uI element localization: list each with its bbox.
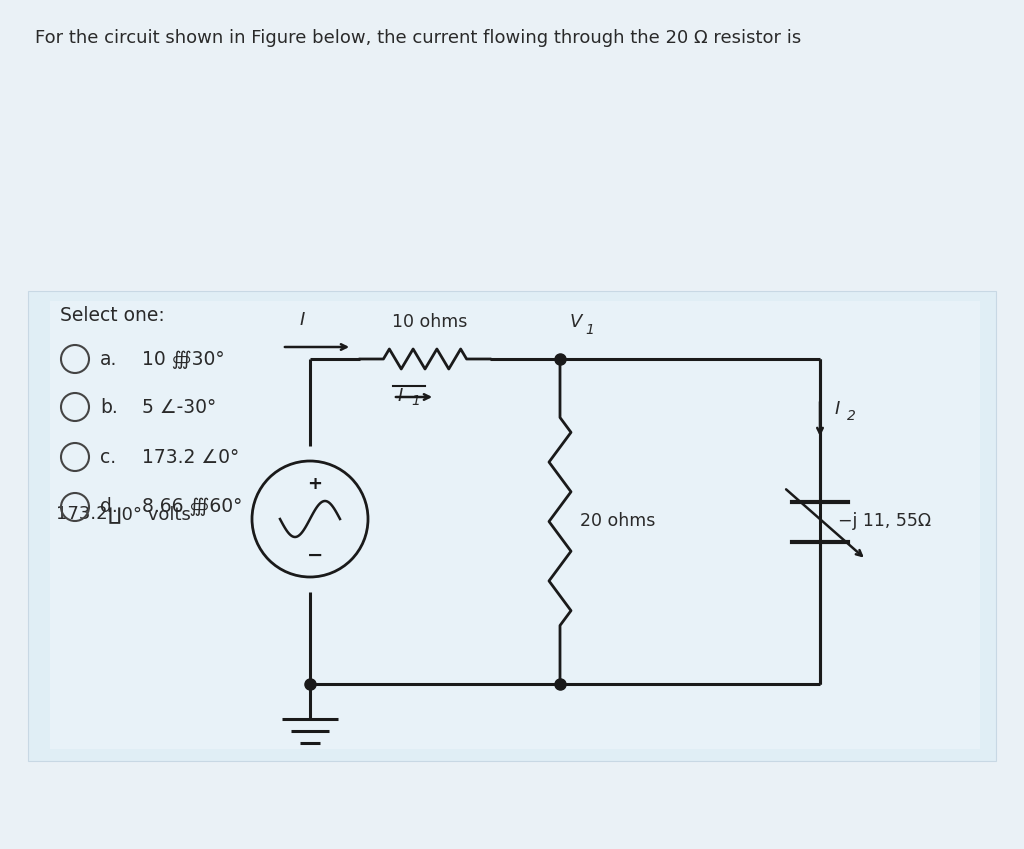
Text: c.: c. <box>100 447 116 466</box>
Text: 173.2: 173.2 <box>56 505 108 523</box>
Text: For the circuit shown in Figure below, the current flowing through the 20 Ω resi: For the circuit shown in Figure below, t… <box>35 29 801 47</box>
Text: d.: d. <box>100 498 118 516</box>
Text: −j 11, 55Ω: −j 11, 55Ω <box>838 513 931 531</box>
Text: 2: 2 <box>847 409 856 423</box>
Text: b.: b. <box>100 397 118 417</box>
Text: ∐0° volts: ∐0° volts <box>108 505 190 523</box>
Text: 1: 1 <box>411 394 420 408</box>
Text: I: I <box>300 311 305 329</box>
Bar <box>50 301 980 749</box>
Text: 20 ohms: 20 ohms <box>580 513 655 531</box>
Text: 10 ∰30°: 10 ∰30° <box>142 350 224 368</box>
Text: −: − <box>307 546 324 565</box>
Bar <box>28 291 996 761</box>
Text: 1: 1 <box>585 323 594 337</box>
Text: a.: a. <box>100 350 118 368</box>
Text: 10 ohms: 10 ohms <box>392 313 468 331</box>
Text: Select one:: Select one: <box>60 306 165 325</box>
Text: 5 ∠-30°: 5 ∠-30° <box>142 397 216 417</box>
Text: I: I <box>835 400 841 418</box>
Text: I: I <box>397 387 402 405</box>
Text: V: V <box>570 313 583 331</box>
Text: +: + <box>307 475 323 493</box>
Text: 8.66 ∰60°: 8.66 ∰60° <box>142 498 243 516</box>
Text: 173.2 ∠0°: 173.2 ∠0° <box>142 447 240 466</box>
